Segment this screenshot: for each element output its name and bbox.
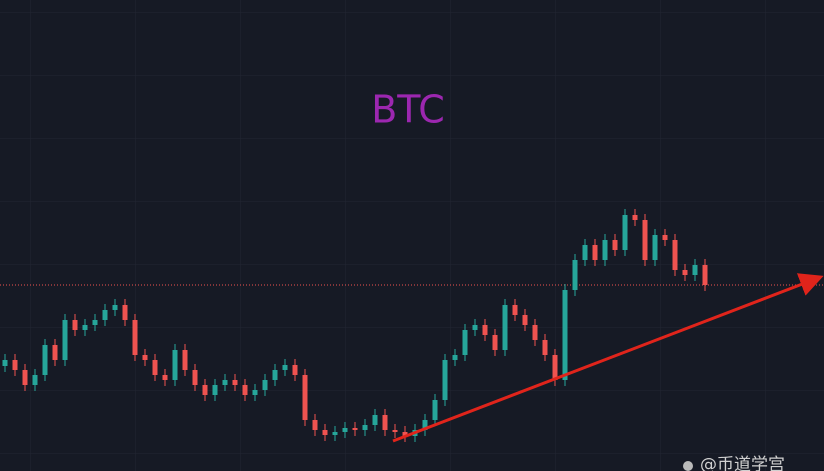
candle-body (462, 330, 468, 355)
candle-body (702, 265, 708, 285)
candle-body (632, 215, 638, 220)
candle-body (252, 390, 258, 395)
candle-body (202, 385, 208, 395)
candle-body (692, 265, 698, 275)
candle-body (342, 428, 348, 432)
candle-body (172, 350, 178, 380)
candle-body (662, 235, 668, 240)
candle-body (302, 375, 308, 420)
candle-body (12, 360, 18, 370)
candle-body (582, 245, 588, 260)
candle-body (82, 325, 88, 330)
candle-body (432, 400, 438, 420)
candle-body (112, 305, 118, 310)
candle-body (612, 240, 618, 250)
candle-body (162, 375, 168, 380)
candle-body (372, 415, 378, 425)
watermark-icon (683, 461, 693, 471)
candle-body (222, 380, 228, 385)
candle-body (52, 345, 58, 360)
candle-body (142, 355, 148, 360)
candle-body (542, 340, 548, 355)
candle-body (262, 380, 268, 390)
candle-body (72, 320, 78, 330)
candle-body (452, 355, 458, 360)
candle-body (572, 260, 578, 290)
candle-body (602, 240, 608, 260)
candle-body (192, 370, 198, 385)
candle-body (402, 432, 408, 436)
candle-body (312, 420, 318, 430)
watermark: @币道学宫 (700, 455, 785, 471)
candle-body (92, 320, 98, 325)
candle-body (592, 245, 598, 260)
candle-body (682, 270, 688, 275)
candle-body (502, 305, 508, 350)
candle-body (492, 335, 498, 350)
candle-body (102, 310, 108, 320)
candle-body (42, 345, 48, 375)
candle-body (482, 325, 488, 335)
candle-body (232, 380, 238, 385)
candle-body (332, 432, 338, 435)
candle-body (552, 355, 558, 380)
candle-body (152, 360, 158, 375)
candle-body (562, 290, 568, 380)
candle-body (532, 325, 538, 340)
candle-body (182, 350, 188, 370)
trend-arrow (392, 273, 824, 443)
candle-body (382, 415, 388, 430)
candle-body (22, 370, 28, 385)
candle-body (422, 420, 428, 430)
candle-body (512, 305, 518, 315)
candle-body (292, 365, 298, 375)
candle-body (472, 325, 478, 330)
candle-body (352, 428, 358, 430)
candle-body (642, 220, 648, 260)
candle-body (522, 315, 528, 325)
candle-body (672, 240, 678, 270)
chart-title: BTC (371, 88, 445, 132)
candle-body (652, 235, 658, 260)
candle-body (2, 360, 8, 366)
candle-body (622, 215, 628, 250)
candle-body (362, 425, 368, 430)
candle-body (272, 370, 278, 380)
candle-body (242, 385, 248, 395)
candle-body (442, 360, 448, 400)
candle-body (132, 320, 138, 355)
candle-body (212, 385, 218, 395)
candle-body (322, 430, 328, 435)
candle-body (392, 430, 398, 432)
plot (0, 209, 824, 442)
candle-body (122, 305, 128, 320)
candle-body (282, 365, 288, 370)
candle-body (62, 320, 68, 360)
candle-body (32, 375, 38, 385)
